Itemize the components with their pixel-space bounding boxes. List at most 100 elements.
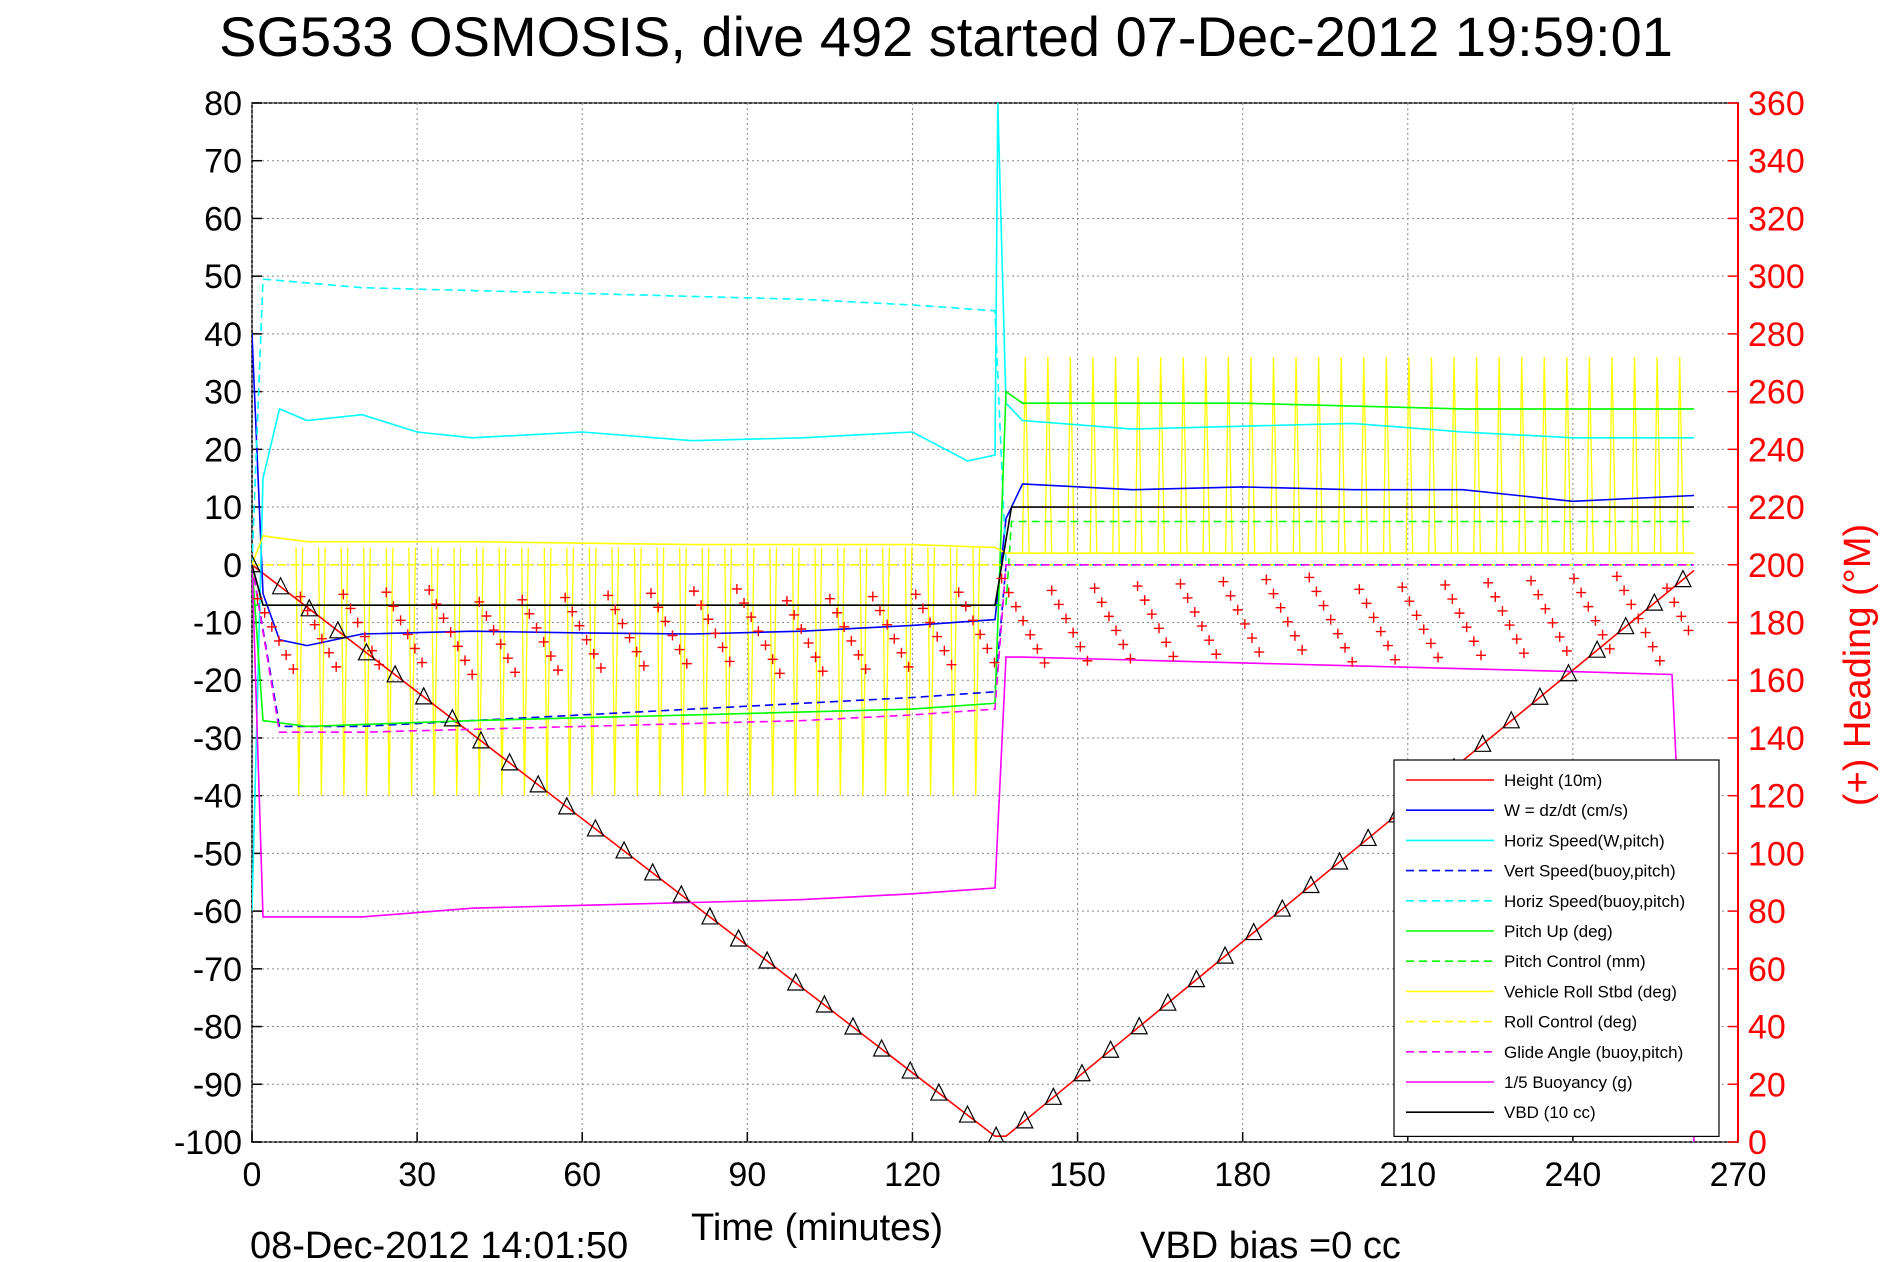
heading-marker (1468, 636, 1479, 647)
heading-marker (1332, 628, 1343, 639)
heading-marker (1511, 634, 1522, 645)
legend-label: Vehicle Roll Stbd (deg) (1504, 982, 1677, 1001)
depth-marker (300, 598, 319, 617)
heading-marker (724, 656, 735, 667)
heading-marker (438, 613, 449, 624)
right-y-tick-label: 360 (1748, 85, 1805, 123)
heading-marker (359, 631, 370, 642)
heading-marker (917, 603, 928, 614)
heading-marker (1425, 638, 1436, 649)
y-tick-label: -30 (193, 720, 242, 758)
legend-label: W = dz/dt (cm/s) (1504, 801, 1628, 820)
right-y-tick-label: 160 (1748, 662, 1805, 700)
heading-marker (1547, 617, 1558, 628)
depth-marker (786, 972, 805, 991)
heading-marker (1619, 585, 1630, 596)
heading-marker (624, 632, 635, 643)
x-tick-label: 210 (1379, 1156, 1436, 1194)
depth-marker (1588, 639, 1607, 658)
heading-marker (1261, 574, 1272, 585)
heading-marker (1454, 608, 1465, 619)
depth-marker (1330, 851, 1349, 870)
heading-marker (273, 635, 284, 646)
heading-marker (409, 643, 420, 654)
heading-marker (1475, 650, 1486, 661)
heading-marker (1289, 630, 1300, 641)
heading-marker (1032, 643, 1043, 654)
depth-marker (901, 1060, 920, 1079)
roll-spike (1134, 356, 1143, 554)
right-y-tick-label: 60 (1748, 951, 1786, 989)
right-y-tick-label: 280 (1748, 316, 1805, 354)
roll-spike (1473, 356, 1482, 554)
roll-spike (1157, 356, 1166, 554)
heading-marker (746, 612, 757, 623)
depth-marker (1359, 828, 1378, 847)
roll-spike (678, 547, 687, 796)
right-y-tick-label: 200 (1748, 547, 1805, 585)
y-tick-label: 40 (204, 316, 242, 354)
heading-marker (1633, 613, 1644, 624)
roll-spike (588, 547, 597, 796)
series-line (252, 564, 1694, 733)
heading-marker (803, 638, 814, 649)
chart-title: SG533 OSMOSIS, dive 492 started 07-Dec-2… (219, 5, 1673, 68)
heading-marker (960, 601, 971, 612)
x-tick-label: 90 (728, 1156, 766, 1194)
heading-marker (1662, 583, 1672, 594)
depth-marker (443, 708, 462, 727)
depth-marker (586, 818, 605, 837)
x-tick-label: 180 (1214, 1156, 1271, 1194)
heading-marker (1254, 647, 1265, 658)
roll-spike (408, 547, 417, 796)
heading-marker (660, 616, 671, 627)
heading-marker (796, 623, 807, 634)
roll-spike (1044, 356, 1053, 554)
heading-marker (1139, 595, 1150, 606)
roll-spike (611, 547, 620, 796)
roll-spike (385, 547, 394, 796)
y-tick-label: 80 (204, 85, 242, 123)
depth-marker (1502, 710, 1521, 729)
heading-marker (1311, 586, 1322, 597)
heading-marker (710, 628, 721, 639)
heading-marker (967, 615, 978, 626)
heading-marker (603, 590, 614, 601)
roll-spike (1518, 356, 1527, 554)
heading-marker (1404, 596, 1415, 607)
legend-label: 1/5 Buoyancy (g) (1504, 1073, 1633, 1092)
heading-marker (288, 664, 299, 675)
heading-marker (667, 630, 678, 641)
heading-marker (266, 621, 277, 632)
heading-marker (681, 658, 692, 669)
heading-marker (1375, 626, 1386, 637)
heading-marker (1211, 649, 1222, 660)
series-line (252, 564, 1695, 1142)
y-tick-label: 50 (204, 258, 242, 296)
heading-marker (1540, 603, 1551, 614)
legend-label: Glide Angle (buoy,pitch) (1504, 1043, 1683, 1062)
heading-marker (1125, 653, 1136, 664)
roll-spike (836, 547, 845, 796)
heading-marker (996, 573, 1007, 584)
heading-marker (1347, 656, 1358, 667)
right-y-tick-label: 20 (1748, 1066, 1786, 1104)
legend-label: Height (10m) (1504, 771, 1602, 790)
heading-marker (688, 586, 699, 597)
right-y-tick-label: 80 (1748, 893, 1786, 931)
heading-marker (1647, 641, 1658, 652)
y-tick-label: -60 (193, 893, 242, 931)
legend-label: Horiz Speed(buoy,pitch) (1504, 892, 1685, 911)
y-tick-label: 30 (204, 374, 242, 412)
x-tick-label: 240 (1545, 1156, 1602, 1194)
heading-marker (1683, 625, 1694, 636)
y-tick-label: -80 (193, 1009, 242, 1047)
depth-marker (988, 1125, 1005, 1142)
heading-marker (302, 605, 313, 616)
depth-marker (929, 1082, 948, 1101)
heading-marker (402, 629, 413, 640)
heading-marker (1182, 592, 1193, 603)
heading-marker (767, 654, 778, 665)
roll-spike (882, 547, 890, 796)
